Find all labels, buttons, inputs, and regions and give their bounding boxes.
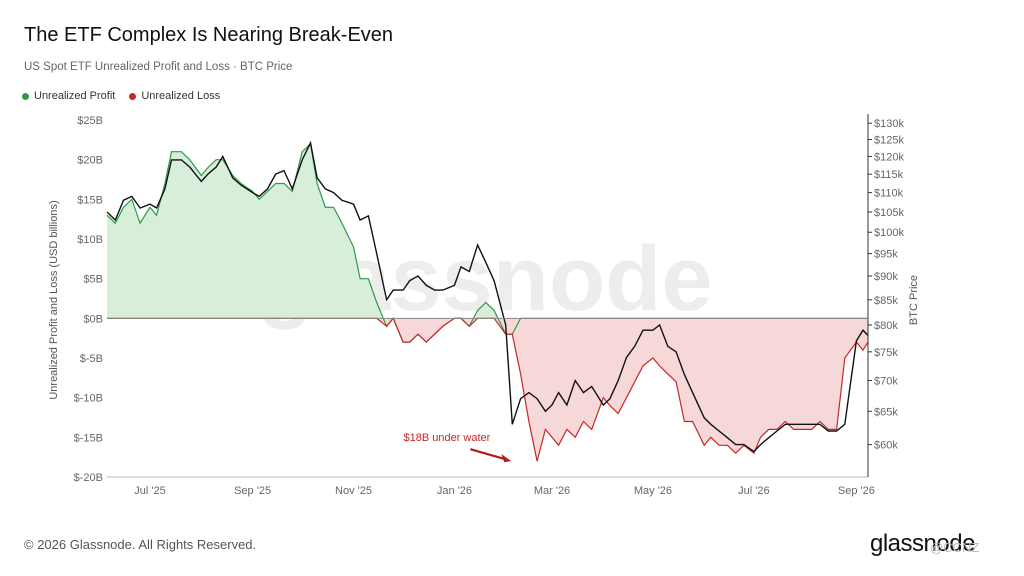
x-tick-label: Jul '26 [738,485,769,497]
legend: Unrealized Profit Unrealized Loss [22,90,220,102]
x-tick-label: May '26 [634,485,672,497]
area-fills [107,143,868,462]
legend-item-loss[interactable]: Unrealized Loss [129,90,220,102]
loss-dot-icon [129,92,137,100]
btc-price-line [106,140,869,453]
annotation-label: $18B under water [403,432,490,444]
y-left-tick-label: $-15B [74,432,103,444]
y-left-tick-label: $-5B [80,353,103,365]
y-right-tick-label: $120k [874,151,904,163]
y-left-tick-label: $10B [77,234,103,246]
y-right-tick-label: $85k [874,295,898,307]
x-tick-label: Sep '25 [234,485,271,497]
chart-title: The ETF Complex Is Nearing Break-Even [24,24,394,46]
y-right-tick-label: $130k [874,118,904,130]
y-left-axis-title: Unrealized Profit and Loss (USD billions… [48,200,60,399]
axes [107,114,872,478]
y-right-tick-label: $95k [874,249,898,261]
y-left-tick-label: $-10B [74,393,103,405]
y-left-tick-label: $25B [77,115,103,127]
y-right-tick-label: $90k [874,271,898,283]
y-left-tick-label: $15B [77,194,103,206]
tick-labels: $25B $20B $15B $10B $5B $0B $-5B $-10B $-15B $-20… [74,115,905,497]
y-left-tick-label: $-20B [74,472,103,484]
y-right-tick-label: $65k [874,406,898,418]
y-right-tick-label: $70k [874,376,898,388]
x-tick-label: Jan '26 [437,485,472,497]
y-right-tick-label: $75k [874,347,898,359]
y-left-tick-label: $5B [83,274,103,286]
annotation-arrow-icon [470,448,506,461]
y-right-tick-label: $60k [874,440,898,452]
annotation: $18B under water [403,432,512,463]
legend-label-profit: Unrealized Profit [34,90,116,102]
y-left-tick-label: $0B [83,313,103,325]
y-right-tick-label: $110k [874,188,904,200]
y-right-tick-label: $125k [874,134,904,146]
y-right-tick-label: $80k [874,320,898,332]
legend-label-loss: Unrealized Loss [141,90,221,102]
x-tick-label: Sep '26 [838,485,875,497]
y-right-tick-label: $100k [874,227,904,239]
y-right-tick-label: $115k [874,169,904,181]
profit-area [107,143,868,343]
chart-subtitle: US Spot ETF Unrealized Profit and Loss ·… [24,61,293,73]
x-tick-label: Mar '26 [534,485,570,497]
footer-logo: glassnode [870,530,975,557]
x-tick-label: Jul '25 [134,485,165,497]
y-right-tick-label: $105k [874,207,904,219]
loss-area [107,318,868,462]
y-right-axis-title: BTC Price [908,275,920,325]
profit-dot-icon [22,92,29,100]
footer-copyright: © 2026 Glassnode. All Rights Reserved. [24,537,257,552]
annotation-arrowhead-icon [501,454,512,463]
legend-item-profit[interactable]: Unrealized Profit [22,90,115,102]
footer-mark: @CCNZ [930,540,980,555]
x-tick-label: Nov '25 [335,485,372,497]
y-left-tick-label: $20B [77,155,103,167]
